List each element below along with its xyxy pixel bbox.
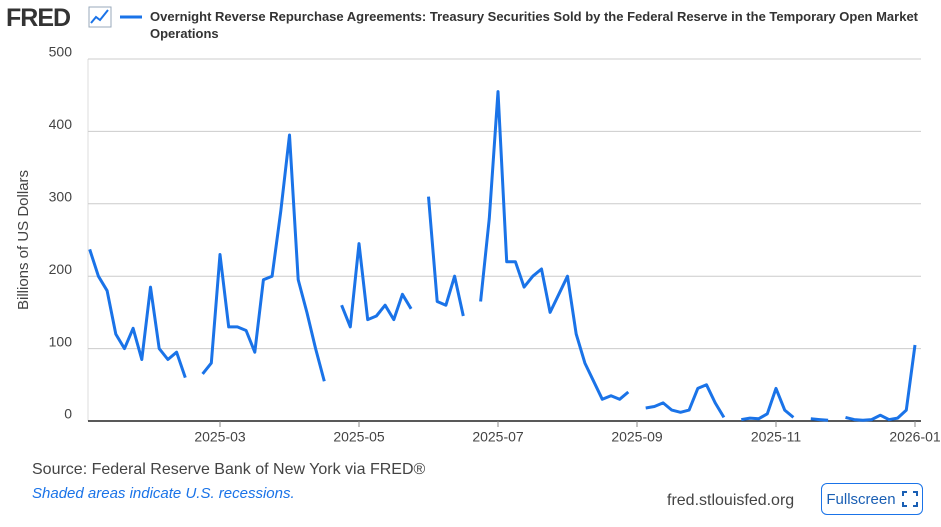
x-tick-label: 2025-09	[611, 429, 663, 445]
site: fred.stlouisfed.org	[667, 492, 795, 509]
y-tick-label: 200	[49, 261, 73, 277]
legend-swatch	[120, 15, 142, 19]
fullscreen-icon	[901, 491, 918, 507]
x-tick-label: 2025-07	[472, 429, 524, 445]
x-tick-label: 2025-03	[194, 429, 246, 445]
series-line	[88, 90, 917, 422]
source: Source: Federal Reserve Bank of New York…	[32, 461, 426, 478]
chart: Billions of US Dollars 0 100 200 300 400 500 2…	[15, 44, 941, 445]
x-tick-label: 2026-01	[889, 429, 941, 445]
y-tick-label: 0	[64, 406, 72, 422]
note: Shaded areas indicate U.S. recessions.	[32, 485, 295, 502]
legend-title: Overnight Reverse Repurchase Agreements:…	[150, 9, 919, 41]
y-tick-label: 300	[49, 189, 73, 205]
logo: FRED	[6, 4, 71, 32]
fullscreen-button[interactable]: Fullscreen	[821, 483, 923, 515]
y-tick-label: 500	[49, 44, 73, 60]
x-tick-label: 2025-11	[751, 429, 802, 445]
logo-icon	[88, 6, 112, 28]
y-axis-label: Billions of US Dollars	[15, 170, 32, 310]
y-tick-label: 400	[49, 116, 73, 132]
button-label: Fullscreen	[826, 490, 896, 508]
y-tick-label: 100	[49, 333, 73, 349]
x-tick-label: 2025-05	[333, 429, 385, 445]
